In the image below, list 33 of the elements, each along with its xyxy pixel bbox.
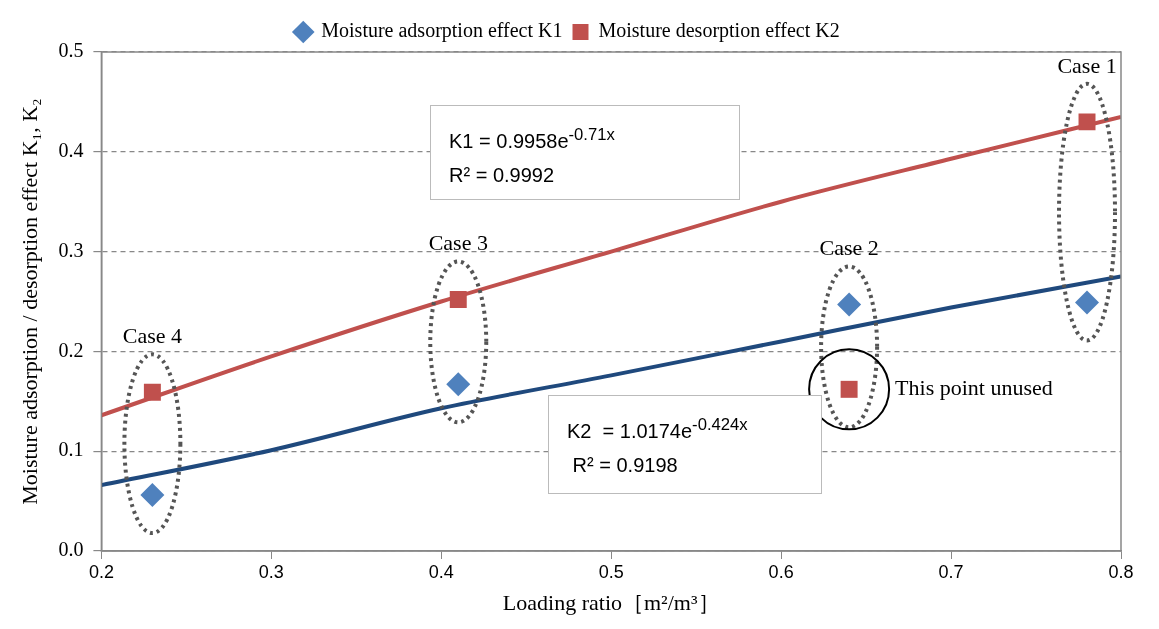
x-tick-label: 0.8 bbox=[1108, 561, 1134, 582]
point bbox=[1075, 290, 1100, 315]
x-tick-label: 0.4 bbox=[428, 561, 454, 582]
y-tick-label: 0.0 bbox=[58, 538, 84, 561]
annotation: Case 4 bbox=[122, 323, 183, 349]
y-tick-label: 0.5 bbox=[58, 39, 84, 62]
x-tick-label: 0.2 bbox=[88, 561, 114, 582]
x-tick-label: 0.3 bbox=[258, 561, 284, 582]
point bbox=[449, 291, 467, 308]
y-axis-title: Moisture adsorption / desorption effect K₁, K₂ bbox=[16, 98, 42, 505]
annotation: Case 3 bbox=[428, 230, 488, 256]
annotation: Case 1 bbox=[1057, 52, 1117, 78]
point bbox=[143, 383, 161, 401]
point bbox=[140, 483, 165, 508]
equation-box: K2 = 1.0174e$^{-0.424x}$ R² = 0.9198 bbox=[548, 395, 822, 494]
point bbox=[837, 292, 862, 317]
legend-label: Moisture adsorption effect K1 bbox=[321, 19, 563, 43]
line-series bbox=[101, 114, 1121, 418]
annotation: Case 2 bbox=[819, 235, 879, 261]
y-tick-label: 0.1 bbox=[58, 438, 84, 461]
annotation: This point unused bbox=[895, 375, 1053, 401]
y-tick-label: 0.2 bbox=[58, 338, 84, 361]
point bbox=[446, 372, 471, 397]
y-tick-label: 0.3 bbox=[58, 238, 84, 261]
x-tick-label: 0.5 bbox=[598, 561, 624, 582]
equation-box: K1 = 0.9958e$^{-0.71x}$ R² = 0.9992 bbox=[430, 105, 740, 200]
point bbox=[1078, 113, 1096, 131]
x-tick-label: 0.7 bbox=[938, 561, 964, 582]
x-axis-title: Loading ratio［m²/m³］ bbox=[502, 589, 720, 615]
legend-label: Moisture desorption effect K2 bbox=[598, 19, 840, 43]
y-tick-label: 0.4 bbox=[58, 139, 84, 162]
line-series bbox=[101, 274, 1121, 488]
x-tick-label: 0.6 bbox=[768, 561, 794, 582]
